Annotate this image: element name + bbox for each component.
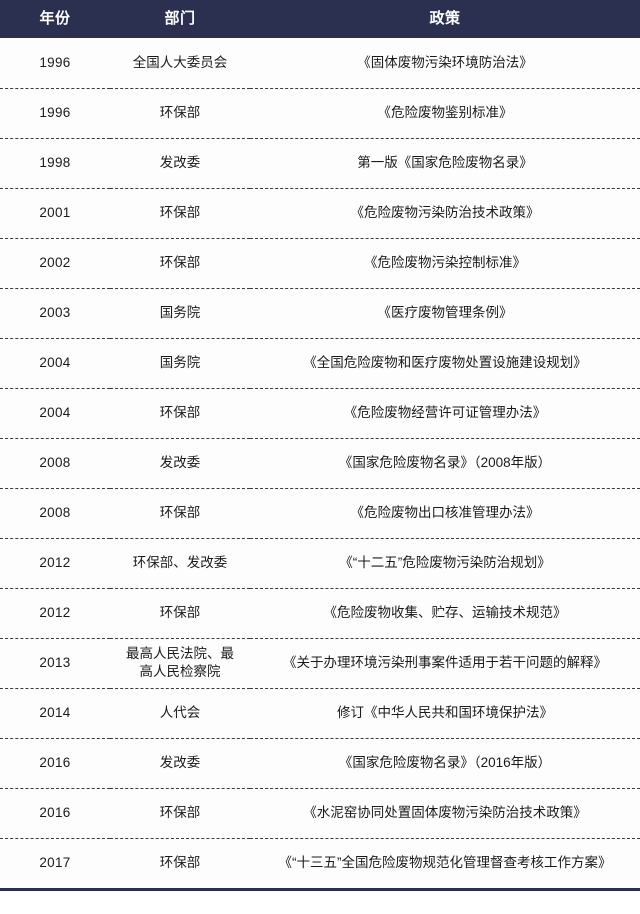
cell-year: 2003	[0, 288, 110, 339]
cell-policy: 《“十二五”危险废物污染防治规划》	[250, 538, 640, 589]
cell-department: 发改委	[110, 138, 250, 189]
cell-year: 2016	[0, 738, 110, 789]
cell-policy: 《危险废物收集、贮存、运输技术规范》	[250, 588, 640, 639]
cell-department: 环保部	[110, 588, 250, 639]
cell-department: 人代会	[110, 688, 250, 739]
table-bottom-rule	[0, 888, 640, 891]
table-row: 2004 国务院 《全国危险废物和医疗废物处置设施建设规划》	[0, 338, 640, 389]
table-row: 1998 发改委 第一版《国家危险废物名录》	[0, 138, 640, 189]
table-row: 2004 环保部 《危险废物经营许可证管理办法》	[0, 388, 640, 439]
cell-department: 环保部	[110, 238, 250, 289]
cell-department: 发改委	[110, 738, 250, 789]
cell-year: 2004	[0, 338, 110, 389]
cell-policy: 《固体废物污染环境防治法》	[250, 38, 640, 89]
cell-policy: 《危险废物污染防治技术政策》	[250, 188, 640, 239]
cell-department: 环保部	[110, 88, 250, 139]
cell-policy: 《全国危险废物和医疗废物处置设施建设规划》	[250, 338, 640, 389]
table-row: 2017 环保部 《“十三五”全国危险废物规范化管理督查考核工作方案》	[0, 838, 640, 888]
table-row: 2012 环保部、发改委 《“十二五”危险废物污染防治规划》	[0, 538, 640, 589]
cell-year: 2002	[0, 238, 110, 289]
cell-policy: 《国家危险废物名录》（2016年版）	[250, 738, 640, 789]
table-row: 1996 全国人大委员会 《固体废物污染环境防治法》	[0, 38, 640, 89]
table-body: 1996 全国人大委员会 《固体废物污染环境防治法》 1996 环保部 《危险废物鉴别标准…	[0, 38, 640, 888]
cell-policy: 《关于办理环境污染刑事案件适用于若干问题的解释》	[250, 638, 640, 689]
cell-department: 环保部	[110, 388, 250, 439]
cell-policy: 《国家危险废物名录》（2008年版）	[250, 438, 640, 489]
cell-year: 2001	[0, 188, 110, 239]
cell-policy: 第一版《国家危险废物名录》	[250, 138, 640, 189]
cell-year: 1996	[0, 38, 110, 89]
table-row: 2016 环保部 《水泥窑协同处置固体废物污染防治技术政策》	[0, 788, 640, 839]
cell-year: 2017	[39, 855, 71, 871]
table-row: 2014 人代会 修订《中华人民共和国环境保护法》	[0, 688, 640, 739]
cell-year: 1998	[0, 138, 110, 189]
table-row: 2002 环保部 《危险废物污染控制标准》	[0, 238, 640, 289]
cell-department: 环保部	[110, 188, 250, 239]
cell-year: 2008	[0, 488, 110, 539]
policy-timeline-table: 年份 部门 政策 1996 全国人大委员会 《固体废物污染环境防治法》 1996 环保部…	[0, 0, 640, 888]
cell-department: 国务院	[110, 288, 250, 339]
cell-year: 2008	[0, 438, 110, 489]
cell-policy: 《水泥窑协同处置固体废物污染防治技术政策》	[250, 788, 640, 839]
column-header-year: 年份	[39, 10, 71, 27]
column-header-policy: 政策	[429, 10, 461, 27]
table-row: 2016 发改委 《国家危险废物名录》（2016年版）	[0, 738, 640, 789]
cell-department: 发改委	[110, 438, 250, 489]
cell-policy: 《危险废物经营许可证管理办法》	[250, 388, 640, 439]
cell-department: 最高人民法院、最高人民检察院	[110, 638, 250, 689]
cell-department: 环保部	[159, 855, 201, 871]
cell-policy: 《危险废物出口核准管理办法》	[250, 488, 640, 539]
cell-year: 1996	[0, 88, 110, 139]
cell-year: 2013	[0, 638, 110, 689]
cell-year: 2012	[0, 588, 110, 639]
table-header-row: 年份 部门 政策	[0, 0, 640, 38]
table-row: 2008 环保部 《危险废物出口核准管理办法》	[0, 488, 640, 539]
cell-department: 环保部、发改委	[110, 538, 250, 589]
cell-policy: 《医疗废物管理条例》	[250, 288, 640, 339]
cell-department: 国务院	[110, 338, 250, 389]
cell-policy: 《危险废物鉴别标准》	[250, 88, 640, 139]
table-row: 1996 环保部 《危险废物鉴别标准》	[0, 88, 640, 139]
cell-policy: 《危险废物污染控制标准》	[250, 238, 640, 289]
table-row: 2008 发改委 《国家危险废物名录》（2008年版）	[0, 438, 640, 489]
cell-year: 2012	[0, 538, 110, 589]
cell-year: 2016	[0, 788, 110, 839]
cell-year: 2014	[0, 688, 110, 739]
table-row: 2001 环保部 《危险废物污染防治技术政策》	[0, 188, 640, 239]
cell-department: 环保部	[110, 488, 250, 539]
cell-department: 环保部	[110, 788, 250, 839]
table-row: 2003 国务院 《医疗废物管理条例》	[0, 288, 640, 339]
cell-policy: 《“十三五”全国危险废物规范化管理督查考核工作方案》	[278, 855, 612, 871]
table-row: 2013 最高人民法院、最高人民检察院 《关于办理环境污染刑事案件适用于若干问题的解…	[0, 638, 640, 689]
table-header: 年份 部门 政策	[0, 0, 640, 38]
table-row: 2012 环保部 《危险废物收集、贮存、运输技术规范》	[0, 588, 640, 639]
cell-policy: 修订《中华人民共和国环境保护法》	[250, 688, 640, 739]
cell-year: 2004	[0, 388, 110, 439]
column-header-dept: 部门	[164, 10, 196, 27]
cell-department: 全国人大委员会	[110, 38, 250, 89]
